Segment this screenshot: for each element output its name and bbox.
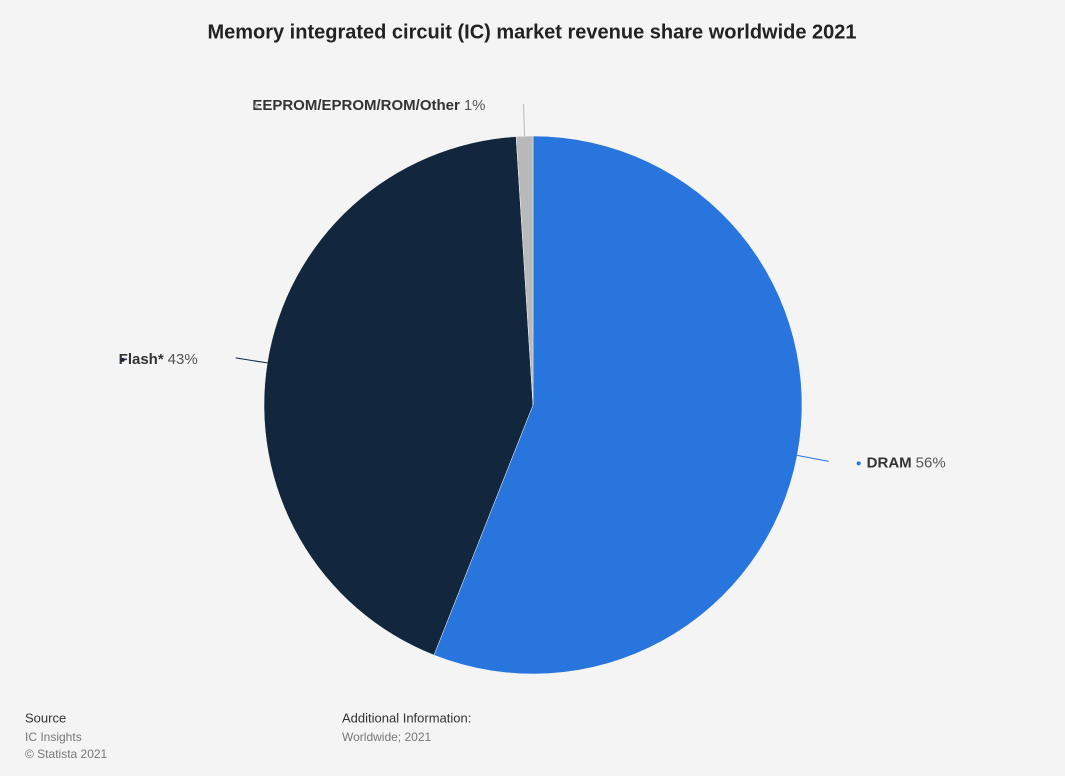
leader-line: [235, 357, 268, 364]
slice-label: Flash* 43%: [119, 351, 198, 368]
value-label: 56%: [916, 454, 946, 471]
label-bullet: [254, 104, 259, 109]
value-label: 43%: [168, 351, 198, 368]
source-heading: Source: [25, 710, 66, 725]
pie-slice: [433, 135, 803, 675]
label-bullet: [856, 461, 861, 466]
label-bullet: [120, 357, 125, 362]
info: Worldwide; 2021: [342, 730, 431, 744]
slice-label: DRAM 56%: [867, 454, 946, 471]
value-label: 1%: [464, 97, 486, 114]
chart-title: Memory integrated circuit (IC) market re…: [207, 21, 856, 43]
source: IC Insights: [25, 730, 82, 744]
category-label: Flash*: [119, 351, 164, 368]
category-label: EEPROM/EPROM/ROM/Other: [252, 97, 460, 114]
pie-slice: [515, 135, 534, 406]
slice-label: EEPROM/EPROM/ROM/Other 1%: [252, 97, 485, 114]
leader-line: [797, 454, 829, 462]
category-label: DRAM: [867, 454, 912, 471]
info-heading: Additional Information:: [342, 710, 471, 725]
leader-line: [523, 104, 526, 137]
copyright: © Statista 2021: [25, 747, 108, 761]
